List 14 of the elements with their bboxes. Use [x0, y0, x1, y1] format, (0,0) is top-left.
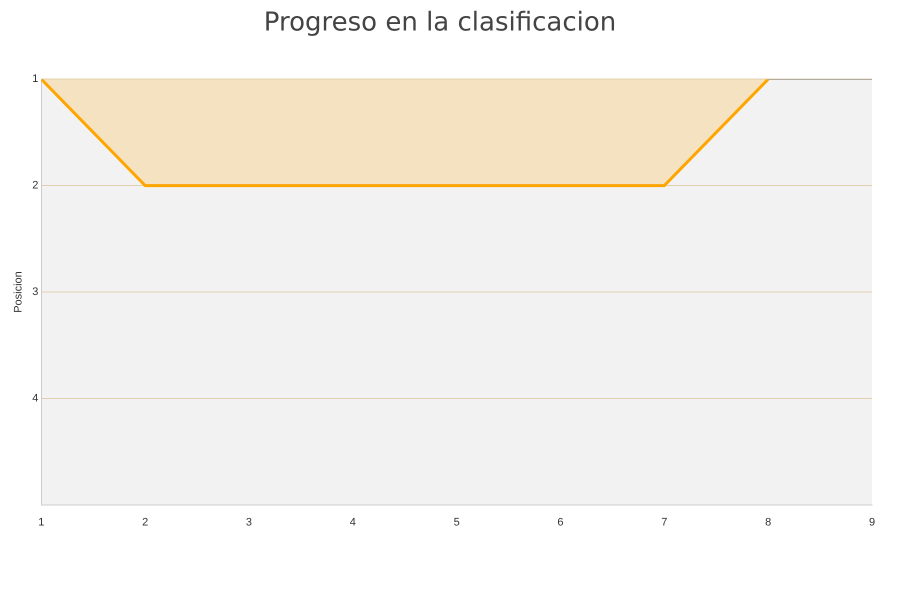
- x-tick-label: 7: [661, 516, 668, 528]
- y-tick-label: 1: [32, 73, 38, 86]
- chart-title: Progreso en la clasificacion: [264, 7, 616, 38]
- x-tick-label: 9: [868, 516, 876, 528]
- y-tick-label: 4: [32, 392, 38, 404]
- x-tick-label: 4: [350, 516, 356, 528]
- x-tick-label: 6: [557, 516, 564, 528]
- x-tick-label: 5: [454, 516, 460, 528]
- x-tick-label: 2: [142, 516, 148, 528]
- y-tick-label: 3: [32, 286, 38, 298]
- x-tick-label: 3: [246, 516, 252, 528]
- x-tick-label: 8: [765, 516, 772, 528]
- y-tick-label: 2: [32, 180, 38, 192]
- y-axis-title: Posicion: [12, 271, 25, 313]
